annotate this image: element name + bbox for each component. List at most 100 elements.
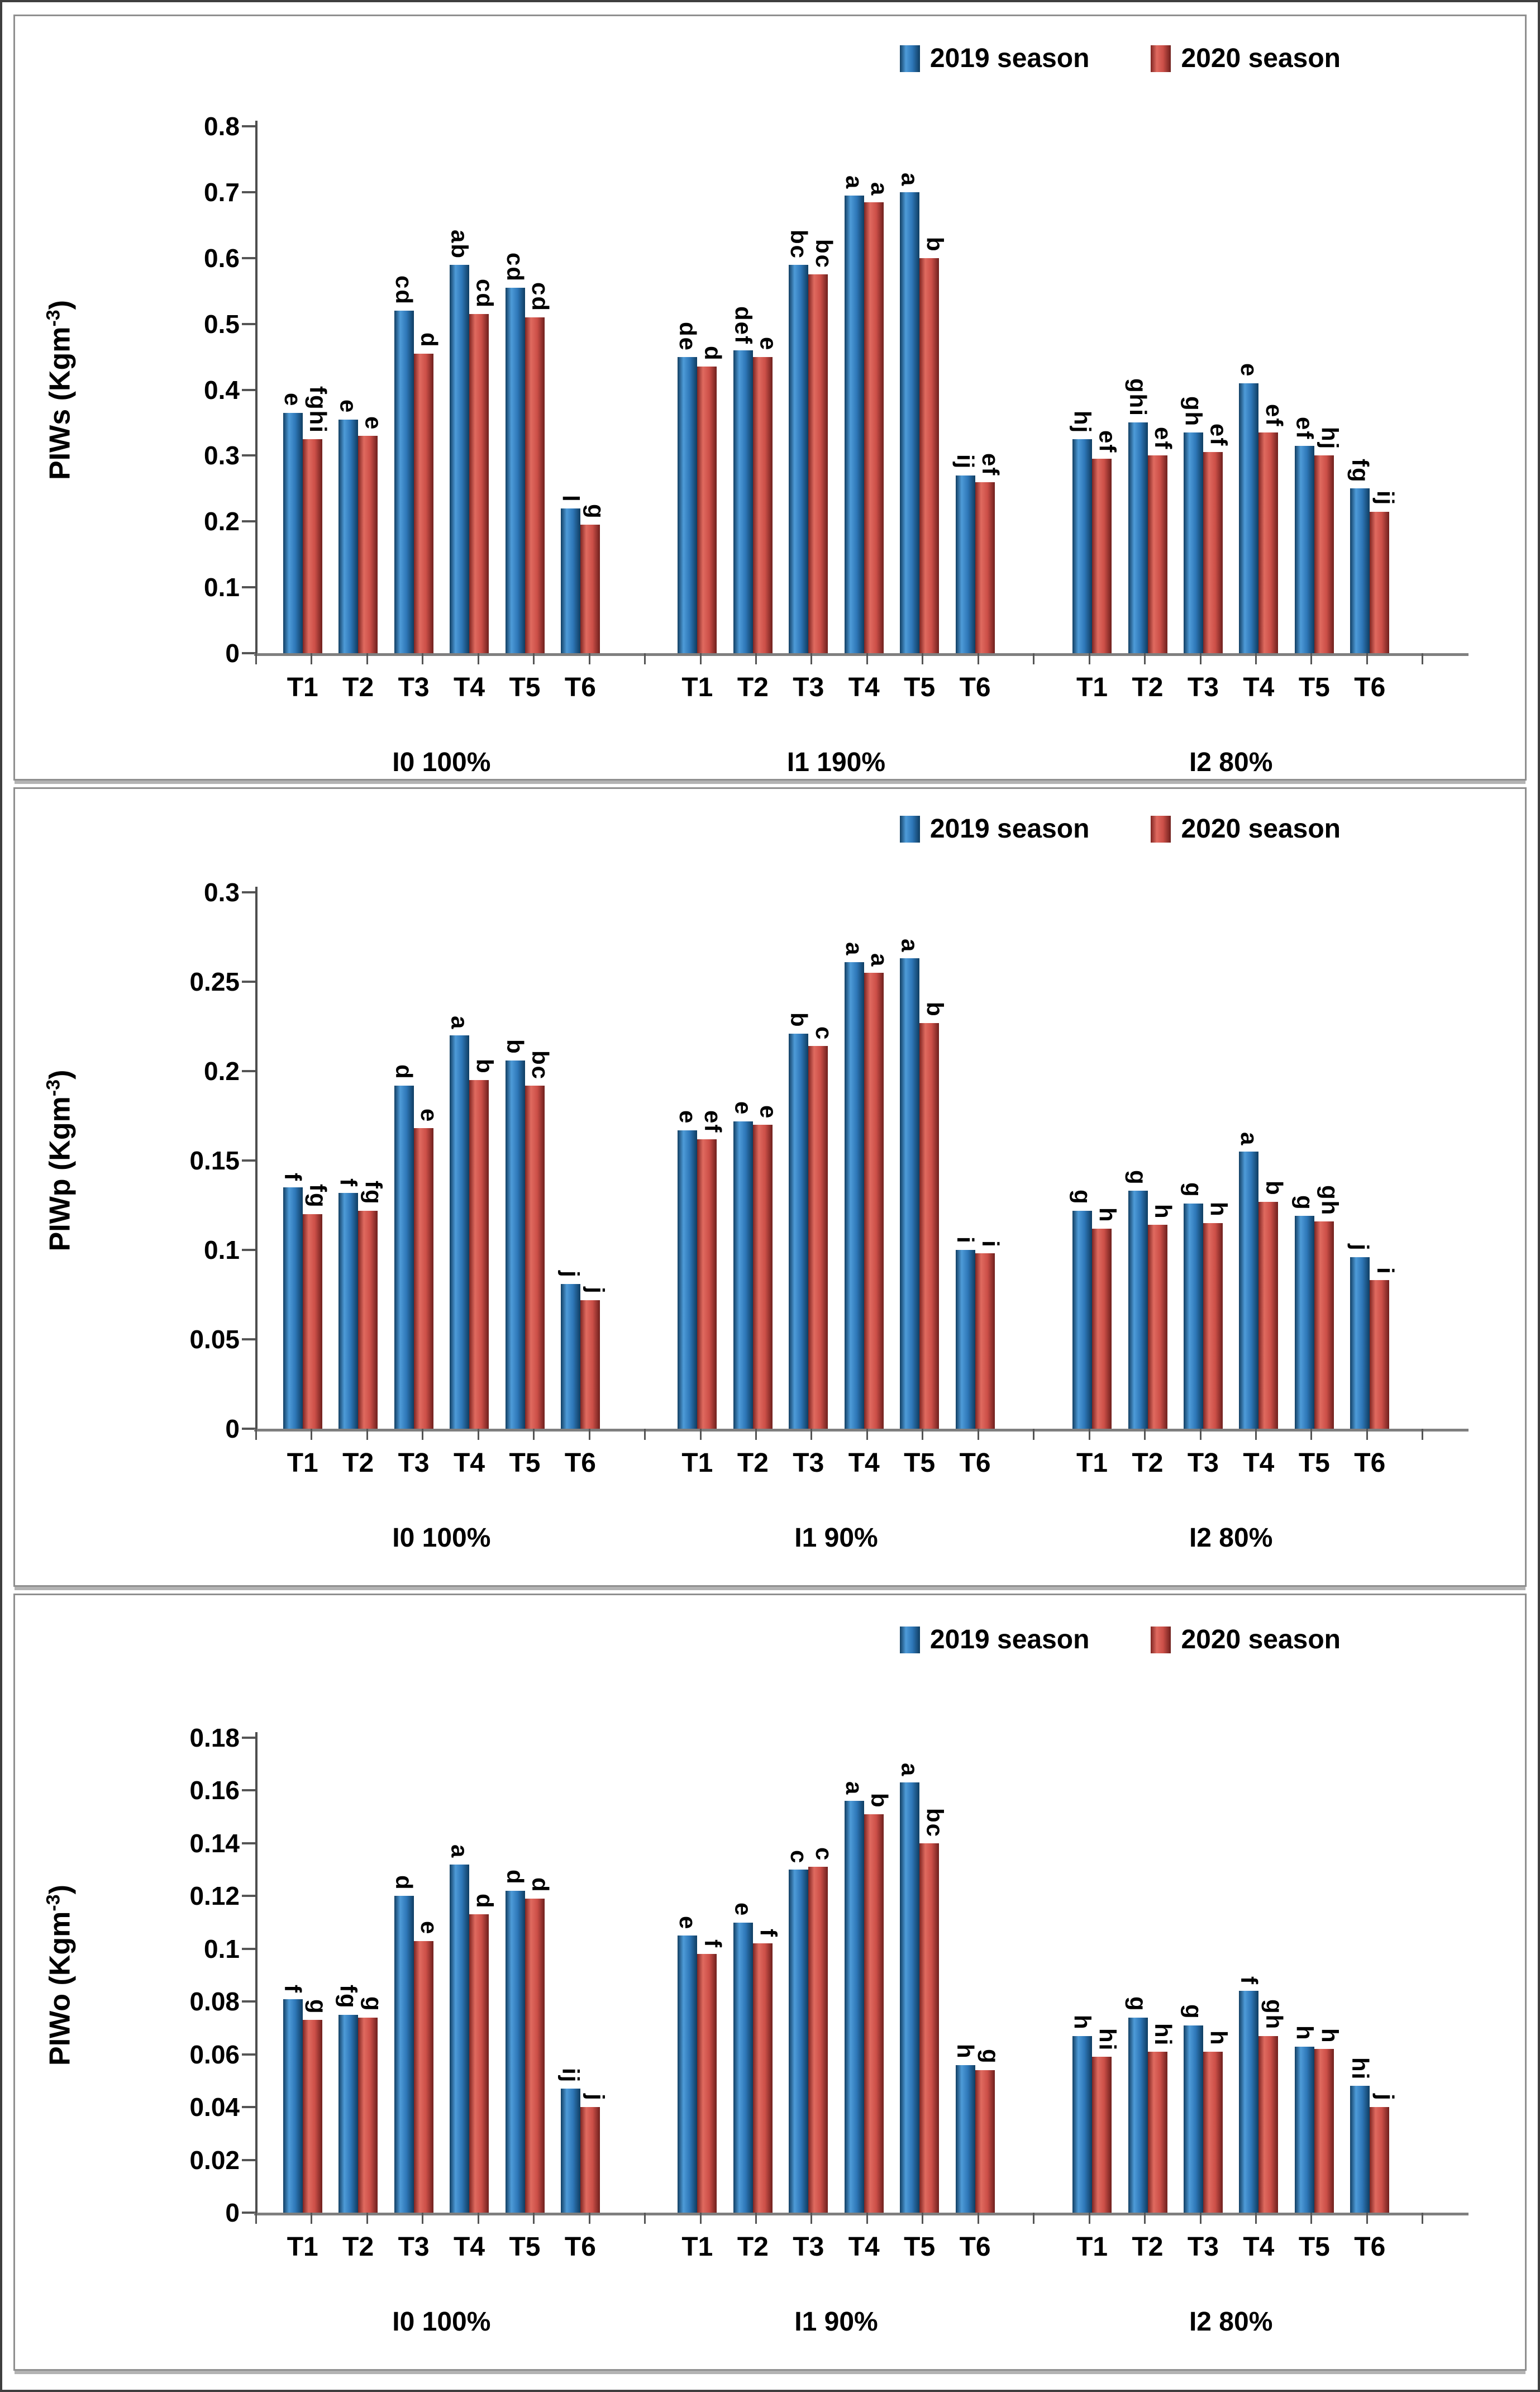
- y-axis-title: PIWp (Kgm-3): [42, 1069, 77, 1252]
- sig-letter-2020: h: [1094, 1207, 1121, 1223]
- bar-2019: [844, 962, 864, 1429]
- bar-2020: [919, 258, 940, 653]
- sig-letter-2019: cd: [391, 275, 418, 306]
- bar-2020: [1370, 511, 1390, 653]
- x-category-label: T4: [454, 1448, 485, 1478]
- y-tick-label: 0.6: [204, 243, 240, 273]
- group-label: I0 100%: [392, 748, 491, 777]
- sig-letter-2020: hi: [1094, 2028, 1121, 2052]
- legend-item-2020: 2020 season: [1151, 1624, 1341, 1655]
- bar-2020: [752, 356, 773, 653]
- bar-2019: [1072, 2036, 1093, 2213]
- y-tick-mark: [242, 125, 255, 127]
- x-tick-mark: [588, 653, 590, 664]
- x-category-label: T4: [848, 673, 880, 702]
- chart-panel-1: 2019 season 2020 season PIWs (Kgm-3) 0.8 0.7…: [13, 15, 1527, 781]
- x-tick-mark: [1422, 2213, 1424, 2224]
- sig-letter-2019: e: [674, 1110, 701, 1125]
- y-tick-label: 0.1: [204, 1235, 240, 1264]
- bar-2019: [844, 195, 864, 653]
- x-tick-mark: [1199, 1429, 1202, 1440]
- y-tick-label: 0.16: [189, 1776, 240, 1805]
- sig-letter-2020: cd: [471, 278, 498, 308]
- sig-letter-2019: j: [1347, 1244, 1374, 1252]
- bar-2019: [1239, 383, 1259, 653]
- bar-2020: [697, 1139, 717, 1429]
- bar-2020: [302, 2020, 322, 2213]
- bar-2020: [525, 1085, 545, 1429]
- x-category-label: T6: [1354, 2232, 1386, 2262]
- sig-letter-2019: a: [841, 175, 868, 190]
- bar-2019: [338, 1192, 359, 1429]
- sig-letter-2019: a: [841, 942, 868, 957]
- y-axis-title: PIWo (Kgm-3): [42, 1885, 77, 2066]
- sig-letter-2020: bc: [810, 239, 837, 269]
- x-tick-mark: [810, 2213, 813, 2224]
- sig-letter-2020: b: [922, 1001, 948, 1017]
- bar-2020: [1092, 459, 1112, 653]
- x-category-label: T3: [398, 673, 430, 702]
- sig-letter-2020: b: [1261, 1180, 1288, 1196]
- sig-letter-2019: e: [1236, 363, 1262, 378]
- bar-2020: [752, 1943, 773, 2213]
- x-category-label: T3: [1187, 673, 1219, 702]
- x-category-label: T4: [1243, 1448, 1275, 1478]
- x-tick-mark: [1310, 2213, 1313, 2224]
- x-tick-mark: [1088, 653, 1090, 664]
- y-tick-mark: [242, 652, 255, 654]
- bar-2020: [580, 525, 600, 653]
- sig-letter-2020: g: [305, 1999, 332, 2015]
- bar-2020: [358, 2017, 378, 2213]
- bar-2020: [808, 1046, 828, 1429]
- x-tick-mark: [1199, 653, 1202, 664]
- x-category-label: T6: [1354, 1448, 1386, 1478]
- x-category-label: T5: [904, 1448, 936, 1478]
- y-tick-mark: [242, 2212, 255, 2214]
- x-tick-mark: [866, 2213, 868, 2224]
- bar-2019: [283, 1187, 303, 1429]
- y-tick-mark: [242, 1249, 255, 1251]
- bar-2019: [450, 1864, 470, 2213]
- sig-letter-2019: ghi: [1125, 378, 1151, 417]
- x-category-label: T3: [793, 673, 824, 702]
- x-category-label: T2: [1132, 673, 1164, 702]
- x-axis-line: [254, 1429, 1469, 1432]
- legend-swatch-2019-icon: [899, 815, 920, 843]
- sig-letter-2019: a: [1236, 1131, 1262, 1146]
- sig-letter-2019: h: [1291, 2025, 1318, 2041]
- x-category-label: T3: [398, 2232, 430, 2262]
- bar-2019: [450, 1035, 470, 1429]
- y-axis-line: [255, 887, 258, 1429]
- bar-2020: [525, 317, 545, 653]
- group-label: I1 190%: [786, 748, 886, 777]
- sig-letter-2019: g: [1291, 1195, 1318, 1211]
- sig-letter-2019: bc: [785, 229, 812, 259]
- group-label: I1 90%: [794, 2307, 878, 2337]
- legend-item-2020: 2020 season: [1151, 814, 1341, 844]
- x-tick-mark: [1310, 653, 1313, 664]
- y-tick-mark: [242, 1070, 255, 1072]
- y-tick-label: 0.7: [204, 177, 240, 207]
- sig-letter-2019: a: [897, 939, 923, 953]
- sig-letter-2020: fg: [360, 1180, 387, 1205]
- bar-2019: [678, 1936, 698, 2213]
- x-tick-mark: [1422, 653, 1424, 664]
- chart-panel-2: 2019 season 2020 season PIWp (Kgm-3) 0.3 0.2…: [13, 787, 1527, 1587]
- group-label: I0 100%: [392, 2307, 491, 2337]
- x-category-label: T2: [737, 2232, 769, 2262]
- bar-2019: [900, 192, 920, 653]
- bar-2020: [919, 1843, 940, 2213]
- legend-item-2019: 2019 season: [899, 43, 1089, 74]
- sig-letter-2020: a: [866, 953, 893, 967]
- x-tick-mark: [477, 1429, 479, 1440]
- sig-letter-2019: hj: [1069, 410, 1096, 434]
- sig-letter-2020: ef: [699, 1110, 726, 1134]
- bar-2020: [469, 313, 489, 653]
- x-category-label: T3: [1187, 1448, 1219, 1478]
- bar-2020: [302, 1214, 322, 1429]
- sig-letter-2020: ef: [1261, 403, 1288, 427]
- sig-letter-2019: d: [391, 1875, 418, 1891]
- bar-2020: [697, 1954, 717, 2213]
- x-category-label: T1: [287, 2232, 318, 2262]
- bar-2019: [733, 350, 753, 653]
